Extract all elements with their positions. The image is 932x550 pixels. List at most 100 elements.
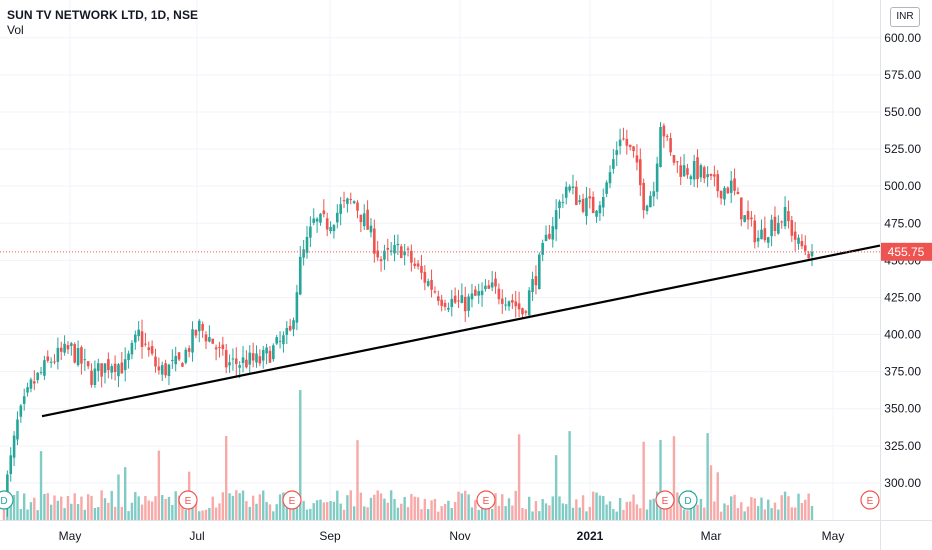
- candle-body: [80, 347, 83, 364]
- volume-bar: [437, 511, 440, 520]
- volume-bar: [228, 493, 231, 520]
- x-tick-label: May: [59, 529, 82, 543]
- candle-body: [669, 138, 672, 153]
- candle-body: [302, 249, 305, 258]
- volume-bar: [413, 496, 416, 520]
- volume-bar: [164, 498, 167, 520]
- volume-bar: [534, 501, 538, 520]
- volume-bar: [672, 436, 676, 520]
- candle-body: [780, 221, 783, 223]
- candle-body: [803, 245, 807, 251]
- candle-body: [514, 301, 518, 307]
- volume-bar: [36, 510, 39, 520]
- volume-bar: [53, 495, 56, 520]
- volume-bar: [349, 490, 352, 520]
- volume-bar: [767, 499, 770, 520]
- volume-bar: [551, 496, 554, 520]
- candle-body: [332, 225, 336, 232]
- volume-bar: [423, 498, 427, 520]
- candle-body: [773, 216, 777, 232]
- volume-bar: [703, 507, 706, 520]
- volume-bar: [150, 501, 154, 520]
- volume-bar: [406, 507, 410, 520]
- y-tick-label: 575.00: [884, 68, 921, 82]
- candle-body: [413, 263, 417, 266]
- volume-bar: [470, 507, 474, 520]
- candle-body: [204, 334, 208, 342]
- candle-body: [595, 210, 598, 217]
- event-marker: D: [678, 490, 698, 510]
- volume-bar: [275, 504, 278, 520]
- volume-bar: [783, 491, 787, 520]
- candle-body: [423, 271, 427, 283]
- volume-bar: [602, 496, 605, 520]
- candle-body: [49, 361, 53, 363]
- volume-bar: [265, 501, 268, 520]
- volume-bar: [403, 496, 406, 520]
- event-circle: [678, 490, 698, 510]
- candle-body: [298, 256, 302, 295]
- volume-bar: [460, 493, 464, 520]
- candle-body: [487, 285, 491, 289]
- candle-body: [763, 228, 767, 241]
- candle-body: [208, 337, 211, 342]
- candle-body: [43, 360, 46, 376]
- candle-body: [16, 419, 19, 440]
- volume-bar: [787, 496, 790, 520]
- volume-bar: [716, 472, 719, 520]
- candle-body: [605, 182, 608, 194]
- candle-body: [325, 218, 329, 230]
- candle-body: [160, 365, 164, 375]
- volume-bar: [90, 495, 93, 520]
- volume-bar: [268, 504, 272, 520]
- currency-button[interactable]: INR: [890, 7, 920, 27]
- volume-bar: [218, 503, 221, 520]
- volume-bar: [558, 496, 561, 520]
- candle-body: [723, 187, 726, 200]
- y-tick-label: 300.00: [884, 476, 921, 490]
- volume-bar: [292, 502, 295, 520]
- candle-body: [376, 250, 379, 258]
- volume-bar: [581, 495, 585, 520]
- candle-body: [561, 202, 565, 204]
- event-marker: E: [178, 490, 198, 510]
- candle-body: [588, 196, 592, 199]
- candle-body: [726, 187, 730, 194]
- candle-body: [544, 234, 548, 242]
- event-circle: [178, 490, 198, 510]
- candle-body: [676, 161, 679, 163]
- candle-body: [639, 159, 642, 186]
- volume-bar: [501, 494, 504, 520]
- volume-bar: [73, 493, 76, 520]
- candle-body: [339, 204, 342, 214]
- candle-body: [686, 168, 689, 175]
- volume-bar: [383, 498, 386, 520]
- event-circle: [655, 490, 675, 510]
- candle-body: [541, 242, 544, 255]
- y-tick-label: 325.00: [884, 439, 921, 453]
- volume-bar: [544, 503, 548, 520]
- volume-bar: [43, 493, 46, 520]
- volume-bar: [194, 500, 198, 520]
- candle-body: [53, 361, 56, 363]
- volume-bar: [352, 506, 356, 520]
- candle-body: [696, 157, 699, 180]
- last-price-label: 455.75: [888, 245, 925, 259]
- volume-bar: [366, 507, 369, 520]
- candle-body: [699, 165, 703, 178]
- volume-bar: [332, 501, 336, 520]
- volume-bar: [676, 492, 679, 520]
- event-label: D: [0, 496, 7, 507]
- candle-body: [214, 347, 218, 350]
- candle-body: [511, 300, 514, 303]
- volume-bar: [511, 505, 514, 520]
- candle-body: [265, 347, 268, 354]
- volume-bar: [389, 490, 393, 520]
- candle-body: [120, 362, 124, 374]
- candle-body: [474, 289, 477, 296]
- candle-body: [807, 253, 810, 259]
- candle-body: [457, 300, 460, 302]
- volume-bar: [679, 504, 682, 520]
